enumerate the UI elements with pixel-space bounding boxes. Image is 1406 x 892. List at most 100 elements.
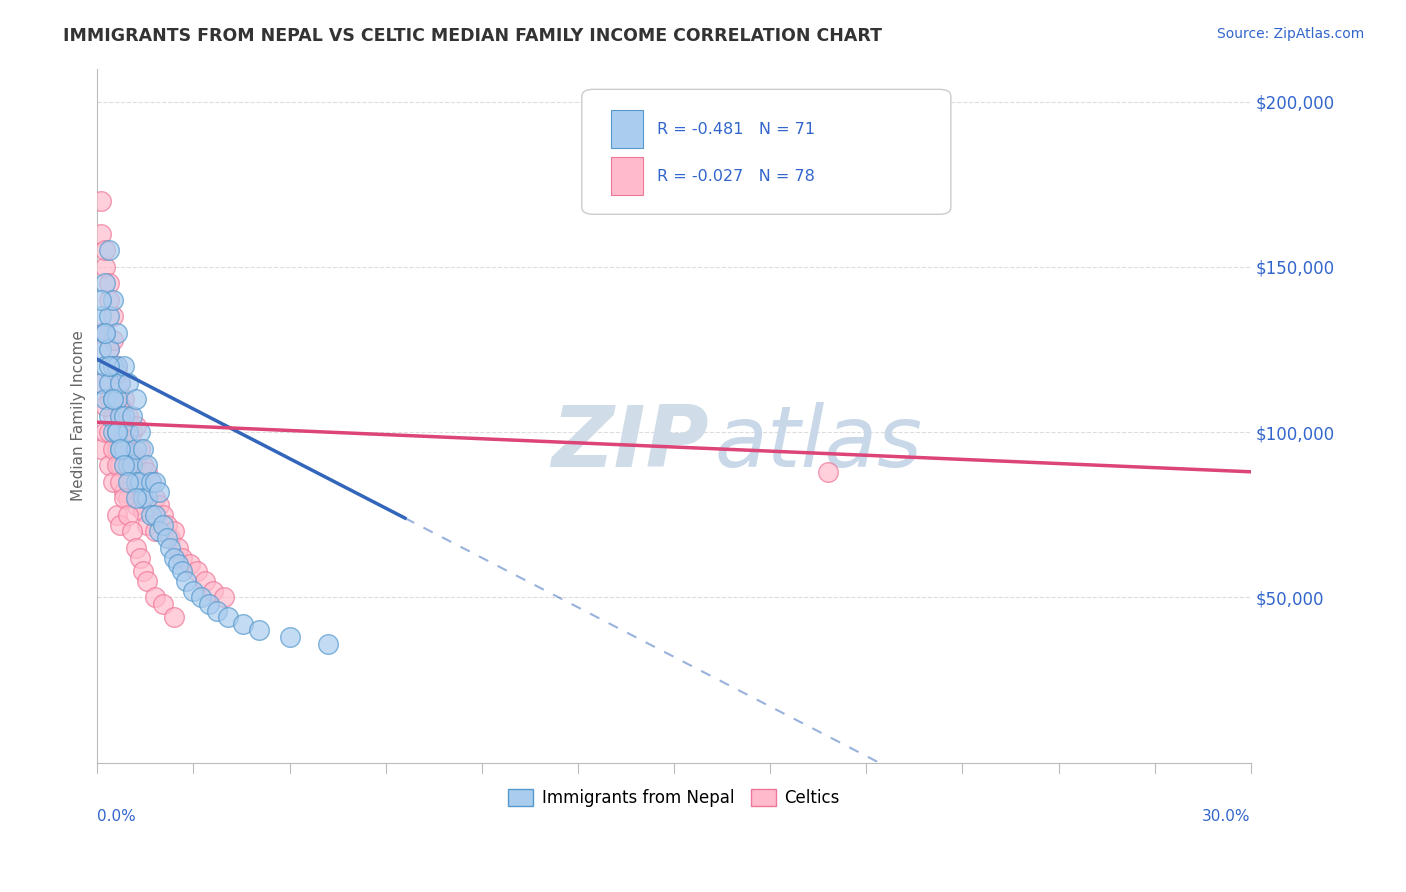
- Point: [90, 376, 112, 390]
- Point: [167, 558, 190, 572]
- Point: [97, 359, 120, 373]
- Point: [110, 399, 132, 413]
- Point: [125, 498, 148, 512]
- Point: [101, 359, 124, 373]
- Text: 0.0%: 0.0%: [97, 809, 136, 824]
- FancyBboxPatch shape: [610, 111, 643, 148]
- Point: [232, 616, 254, 631]
- Point: [125, 392, 148, 406]
- Point: [141, 508, 163, 522]
- Point: [121, 425, 143, 439]
- Point: [97, 310, 120, 324]
- Point: [90, 343, 112, 357]
- Point: [155, 517, 177, 532]
- FancyBboxPatch shape: [582, 89, 950, 214]
- Point: [101, 409, 124, 423]
- Point: [117, 508, 139, 522]
- Text: R = -0.481   N = 71: R = -0.481 N = 71: [657, 122, 815, 137]
- Point: [148, 524, 170, 539]
- Point: [101, 442, 124, 456]
- Point: [105, 359, 128, 373]
- Point: [97, 409, 120, 423]
- Point: [112, 432, 135, 446]
- Point: [117, 475, 139, 489]
- Point: [143, 475, 166, 489]
- Point: [136, 517, 159, 532]
- Point: [110, 409, 132, 423]
- Point: [201, 583, 224, 598]
- Point: [136, 574, 159, 588]
- Point: [105, 425, 128, 439]
- Point: [94, 425, 117, 439]
- Point: [143, 591, 166, 605]
- Point: [212, 591, 235, 605]
- Point: [101, 475, 124, 489]
- Point: [128, 425, 150, 439]
- Point: [174, 574, 197, 588]
- Point: [97, 277, 120, 291]
- Point: [112, 458, 135, 473]
- Point: [101, 293, 124, 307]
- Point: [136, 458, 159, 473]
- Point: [143, 508, 166, 522]
- Point: [316, 637, 339, 651]
- Point: [152, 508, 174, 522]
- Point: [179, 558, 201, 572]
- Point: [105, 508, 128, 522]
- Point: [136, 491, 159, 506]
- Point: [217, 610, 239, 624]
- Text: atlas: atlas: [714, 402, 922, 485]
- Point: [155, 531, 177, 545]
- Point: [143, 491, 166, 506]
- Point: [125, 418, 148, 433]
- Point: [128, 475, 150, 489]
- Point: [132, 504, 155, 518]
- Point: [152, 517, 174, 532]
- Point: [90, 326, 112, 340]
- Point: [110, 475, 132, 489]
- Point: [90, 227, 112, 241]
- Point: [194, 574, 217, 588]
- Point: [94, 326, 117, 340]
- Point: [105, 425, 128, 439]
- Point: [97, 376, 120, 390]
- Point: [101, 425, 124, 439]
- Legend: Immigrants from Nepal, Celtics: Immigrants from Nepal, Celtics: [502, 782, 846, 814]
- Point: [105, 442, 128, 456]
- Point: [128, 484, 150, 499]
- Point: [167, 541, 190, 555]
- Point: [148, 498, 170, 512]
- Point: [101, 392, 124, 406]
- Point: [90, 293, 112, 307]
- Point: [110, 409, 132, 423]
- Point: [141, 475, 163, 489]
- Point: [163, 550, 186, 565]
- Point: [132, 458, 155, 473]
- Point: [152, 597, 174, 611]
- Text: 30.0%: 30.0%: [1202, 809, 1251, 824]
- Point: [117, 458, 139, 473]
- Point: [94, 392, 117, 406]
- Point: [101, 392, 124, 406]
- Point: [94, 326, 117, 340]
- Point: [132, 564, 155, 578]
- Point: [97, 392, 120, 406]
- Point: [97, 458, 120, 473]
- Point: [205, 604, 228, 618]
- Text: ZIP: ZIP: [551, 402, 709, 485]
- Point: [247, 624, 270, 638]
- Point: [159, 531, 181, 545]
- Point: [105, 399, 128, 413]
- Point: [163, 524, 186, 539]
- Point: [128, 550, 150, 565]
- Point: [112, 409, 135, 423]
- Point: [105, 326, 128, 340]
- Point: [117, 425, 139, 439]
- Point: [170, 550, 193, 565]
- Point: [186, 564, 208, 578]
- Point: [125, 491, 148, 506]
- Point: [110, 517, 132, 532]
- Point: [125, 475, 148, 489]
- Point: [90, 194, 112, 208]
- Point: [117, 409, 139, 423]
